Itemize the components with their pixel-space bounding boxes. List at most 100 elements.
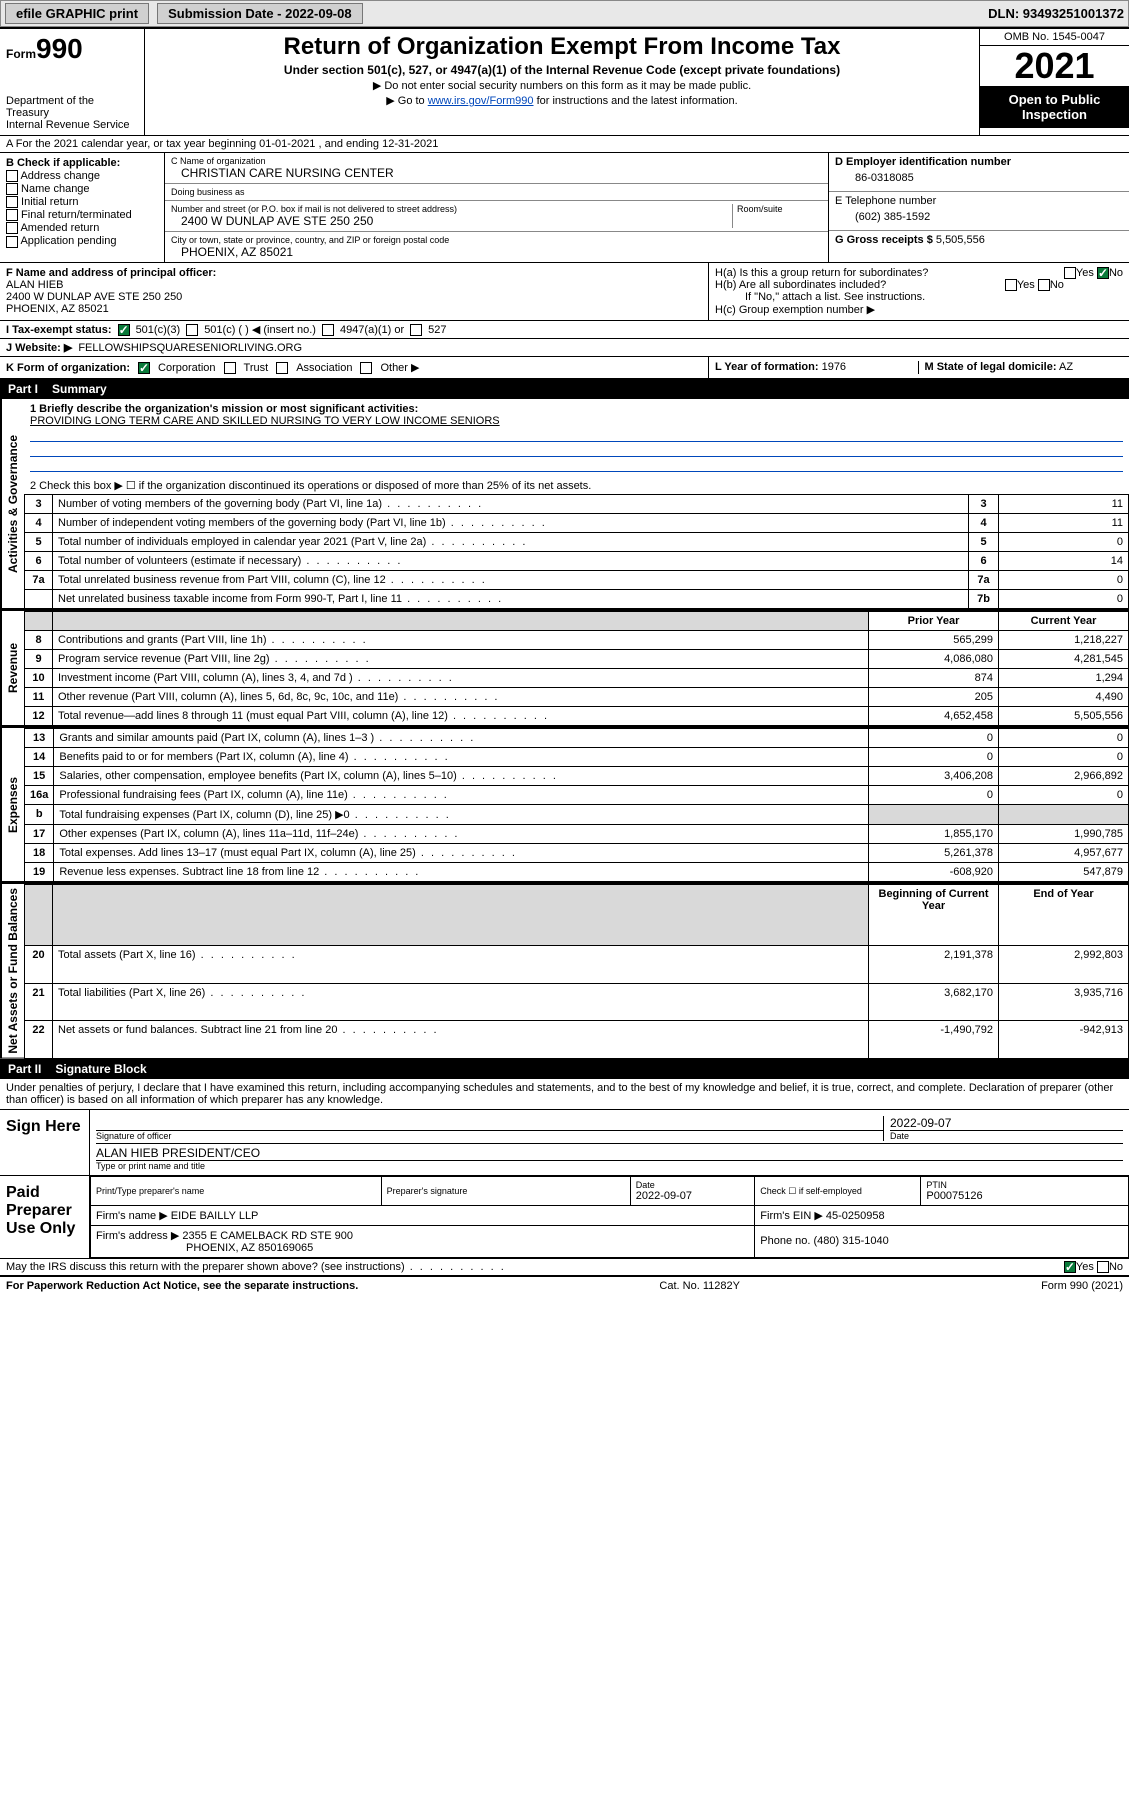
expenses-block: Expenses 13Grants and similar amounts pa… (0, 726, 1129, 882)
dept-treasury: Department of the Treasury (6, 95, 138, 119)
tel-value: (602) 385-1592 (835, 207, 1123, 227)
row-prior: 3,682,170 (869, 983, 999, 1020)
revenue-block: Revenue Prior YearCurrent Year8Contribut… (0, 609, 1129, 726)
4947-checkbox[interactable] (322, 324, 334, 336)
discuss-yes-label: Yes (1076, 1261, 1094, 1273)
row-num: 6 (25, 552, 53, 571)
checkbox-icon[interactable] (6, 170, 18, 182)
mission-line (30, 428, 1123, 442)
row-desc: Total number of volunteers (estimate if … (53, 552, 969, 571)
col-prior: Beginning of Current Year (869, 885, 999, 946)
row-prior: 0 (869, 748, 999, 767)
discuss-no-checkbox[interactable] (1097, 1261, 1109, 1273)
section-b-option[interactable]: Amended return (6, 222, 158, 234)
website-label: J Website: ▶ (6, 341, 72, 354)
checkbox-icon[interactable] (6, 196, 18, 208)
checkbox-icon[interactable] (6, 236, 18, 248)
ha-label: H(a) Is this a group return for subordin… (715, 267, 928, 279)
trust-checkbox[interactable] (224, 362, 236, 374)
checkbox-icon[interactable] (6, 209, 18, 221)
table-header: Beginning of Current YearEnd of Year (25, 885, 1129, 946)
ptin-label: PTIN (926, 1180, 1123, 1190)
row-current: 5,505,556 (999, 707, 1129, 726)
527-label: 527 (428, 324, 446, 336)
phone-value: (480) 315-1040 (814, 1235, 889, 1247)
row-current: 2,992,803 (999, 946, 1129, 983)
hb-no-checkbox[interactable] (1038, 279, 1050, 291)
row-desc: Grants and similar amounts paid (Part IX… (54, 729, 869, 748)
ein-value: 86-0318085 (835, 168, 1123, 188)
501c3-checkbox[interactable] (118, 324, 130, 336)
other-checkbox[interactable] (360, 362, 372, 374)
table-row: 17Other expenses (Part IX, column (A), l… (25, 825, 1129, 844)
pra-notice: For Paperwork Reduction Act Notice, see … (6, 1280, 358, 1292)
hb-no-label: No (1050, 279, 1064, 291)
table-row: 19Revenue less expenses. Subtract line 1… (25, 863, 1129, 882)
side-netassets: Net Assets or Fund Balances (0, 884, 24, 1059)
line-l-label: L Year of formation: (715, 361, 819, 373)
checkbox-icon[interactable] (6, 183, 18, 195)
table-row: 14Benefits paid to or for members (Part … (25, 748, 1129, 767)
row-current: -942,913 (999, 1021, 1129, 1059)
assoc-label: Association (296, 362, 352, 374)
checkbox-icon[interactable] (6, 222, 18, 234)
instructions-link-row: ▶ Go to www.irs.gov/Form990 for instruct… (153, 94, 971, 107)
side-governance: Activities & Governance (0, 399, 24, 609)
section-b-option[interactable]: Initial return (6, 196, 158, 208)
section-b-option[interactable]: Application pending (6, 235, 158, 247)
row-value: 11 (999, 514, 1129, 533)
row-prior: 2,191,378 (869, 946, 999, 983)
mission-line (30, 458, 1123, 472)
firm-ein-label: Firm's EIN ▶ (760, 1210, 823, 1222)
row-current: 1,990,785 (999, 825, 1129, 844)
ha-yes-checkbox[interactable] (1064, 267, 1076, 279)
form-title-block: Return of Organization Exempt From Incom… (145, 29, 979, 135)
row-num: 15 (25, 767, 54, 786)
row-num: 3 (25, 495, 53, 514)
row-current: 1,218,227 (999, 631, 1129, 650)
org-name-label: C Name of organization (171, 156, 822, 166)
row-current (999, 805, 1129, 825)
submission-date-button[interactable]: Submission Date - 2022-09-08 (157, 3, 363, 24)
table-row: 4Number of independent voting members of… (25, 514, 1129, 533)
row-current: 4,490 (999, 688, 1129, 707)
row-prior: 0 (869, 786, 999, 805)
row-box: 5 (969, 533, 999, 552)
section-b-option[interactable]: Name change (6, 183, 158, 195)
section-b-option[interactable]: Final return/terminated (6, 209, 158, 221)
501c-checkbox[interactable] (186, 324, 198, 336)
form-id-block: Form990 Department of the Treasury Inter… (0, 29, 145, 135)
row-num: 8 (25, 631, 53, 650)
section-b-option[interactable]: Address change (6, 170, 158, 182)
row-box: 7a (969, 571, 999, 590)
row-desc: Revenue less expenses. Subtract line 18 … (54, 863, 869, 882)
part2-title: Signature Block (55, 1062, 146, 1076)
side-revenue: Revenue (0, 611, 24, 726)
irs-form990-link[interactable]: www.irs.gov/Form990 (428, 95, 534, 107)
table-row: 16aProfessional fundraising fees (Part I… (25, 786, 1129, 805)
row-num (25, 590, 53, 609)
corp-checkbox[interactable] (138, 362, 150, 374)
q1-label: 1 Briefly describe the organization's mi… (30, 403, 418, 415)
hdr-blank (53, 885, 869, 946)
row-num: 20 (25, 946, 53, 983)
501c-label: 501(c) ( ) ◀ (insert no.) (204, 323, 316, 336)
row-desc: Total revenue—add lines 8 through 11 (mu… (53, 707, 869, 726)
table-header: Prior YearCurrent Year (25, 612, 1129, 631)
assoc-checkbox[interactable] (276, 362, 288, 374)
hdr-blank (25, 885, 53, 946)
527-checkbox[interactable] (410, 324, 422, 336)
side-expenses: Expenses (0, 728, 24, 882)
line-i-label: I Tax-exempt status: (6, 324, 112, 336)
discuss-yes-checkbox[interactable] (1064, 1261, 1076, 1273)
row-current: 1,294 (999, 669, 1129, 688)
efile-print-button[interactable]: efile GRAPHIC print (5, 3, 149, 24)
hb-yes-checkbox[interactable] (1005, 279, 1017, 291)
section-fh: F Name and address of principal officer:… (0, 263, 1129, 321)
revenue-table: Prior YearCurrent Year8Contributions and… (24, 611, 1129, 726)
ha-no-checkbox[interactable] (1097, 267, 1109, 279)
paid-preparer-row: Paid Preparer Use Only Print/Type prepar… (0, 1176, 1129, 1259)
firm-name-label: Firm's name ▶ (96, 1210, 168, 1222)
goto-pre: ▶ Go to (386, 95, 427, 107)
other-label: Other ▶ (380, 361, 419, 374)
